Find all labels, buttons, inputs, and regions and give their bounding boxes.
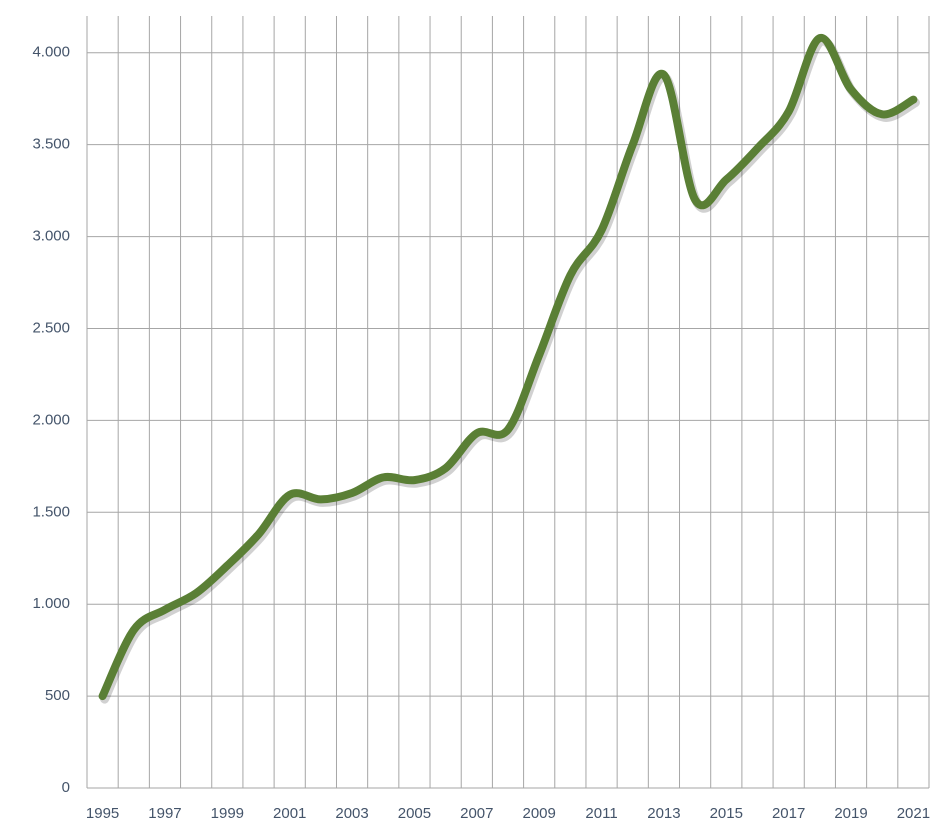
x-tick-label: 2021: [897, 805, 930, 822]
y-tick-label: 500: [45, 687, 70, 704]
x-tick-label: 2005: [398, 805, 431, 822]
x-tick-label: 2001: [273, 805, 306, 822]
line: [98, 34, 918, 701]
y-tick-label: 1.000: [32, 595, 70, 612]
x-tick-label: 2017: [772, 805, 805, 822]
x-tick-label: 2003: [335, 805, 368, 822]
x-tick-label: 2009: [522, 805, 555, 822]
y-tick-label: 3.500: [32, 136, 70, 153]
x-tick-label: 2015: [710, 805, 743, 822]
x-tick-label: 2007: [460, 805, 493, 822]
y-tick-label: 1.500: [32, 503, 70, 520]
x-tick-label: 1997: [148, 805, 181, 822]
x-tick-label: 1995: [86, 805, 119, 822]
y-tick-label: 4.000: [32, 44, 70, 61]
y-tick-label: 3.000: [32, 228, 70, 245]
line-shadow: [100, 36, 920, 704]
y-tick-label: 2.000: [32, 411, 70, 428]
x-tick-label: 2019: [834, 805, 867, 822]
y-tick-label: 0: [62, 779, 70, 796]
x-tick-label: 2011: [585, 805, 617, 822]
x-tick-label: 1999: [211, 805, 244, 822]
y-tick-label: 2.500: [32, 319, 70, 336]
x-tick-label: 2013: [647, 805, 680, 822]
